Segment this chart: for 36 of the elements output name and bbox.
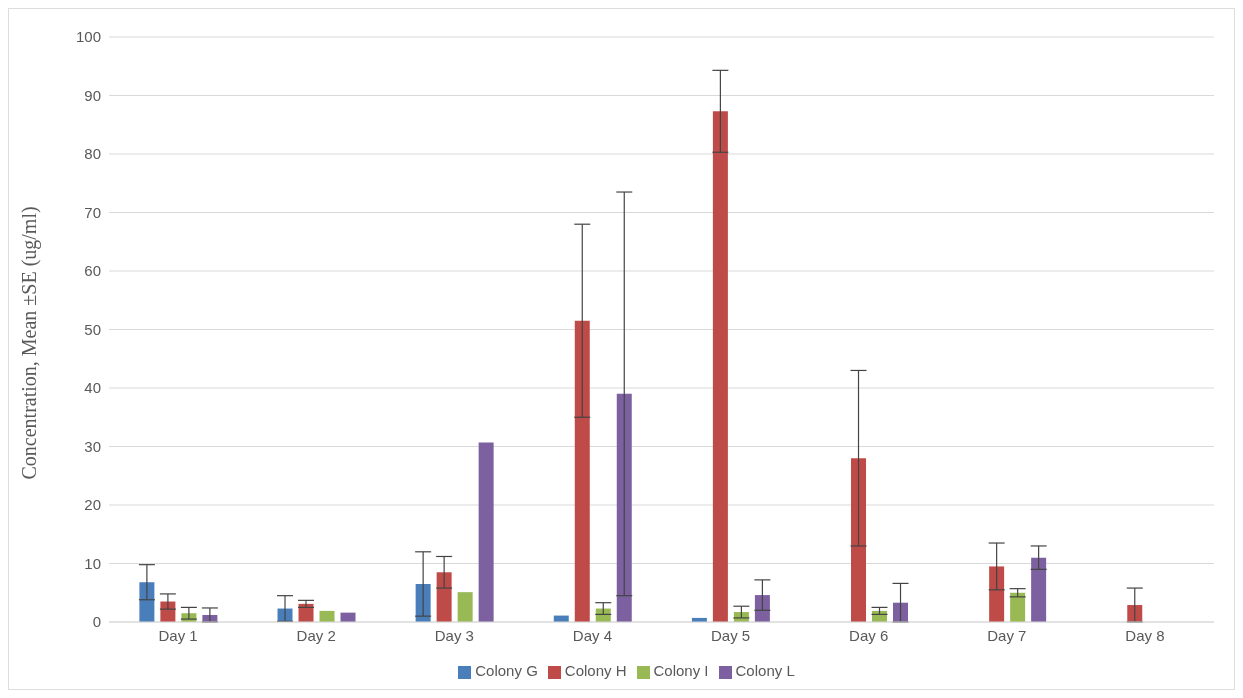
y-tick-label: 10 (84, 554, 101, 572)
bar (436, 572, 452, 622)
legend-label: Colony L (735, 662, 795, 679)
bar (1031, 557, 1047, 622)
bar (851, 458, 867, 622)
y-tick-label: 40 (84, 379, 101, 397)
legend-label: Colony H (564, 662, 627, 679)
y-tick-label: 0 (92, 613, 101, 631)
y-tick-label: 100 (75, 28, 101, 46)
bar (574, 320, 590, 622)
y-tick-label: 20 (84, 496, 101, 514)
bar (989, 566, 1005, 622)
bar (319, 610, 335, 622)
x-tick-label: Day 4 (572, 626, 613, 644)
x-tick-label: Day 5 (710, 626, 751, 644)
x-tick-label: Day 8 (1125, 626, 1165, 644)
x-tick-label: Day 7 (987, 626, 1027, 644)
y-tick-label: 90 (84, 86, 101, 104)
x-tick-label: Day 1 (158, 626, 198, 644)
bar (616, 393, 632, 622)
y-tick-label: 80 (84, 145, 101, 163)
bar (712, 111, 728, 622)
x-tick-label: Day 3 (434, 626, 474, 644)
y-tick-label: 50 (84, 320, 101, 338)
y-tick-label: 60 (84, 262, 101, 280)
bar (1010, 592, 1026, 622)
y-tick-label: 70 (84, 203, 101, 221)
bar (478, 442, 494, 622)
x-tick-label: Day 6 (849, 626, 889, 644)
y-axis-title: Concentration, Mean ±SE (ug/ml) (18, 206, 42, 480)
legend-label: Colony I (653, 662, 709, 679)
bar (457, 592, 473, 622)
x-tick-label: Day 2 (296, 626, 336, 644)
legend-label: Colony G (475, 662, 538, 679)
y-tick-label: 30 (84, 437, 101, 455)
bar (139, 582, 155, 622)
